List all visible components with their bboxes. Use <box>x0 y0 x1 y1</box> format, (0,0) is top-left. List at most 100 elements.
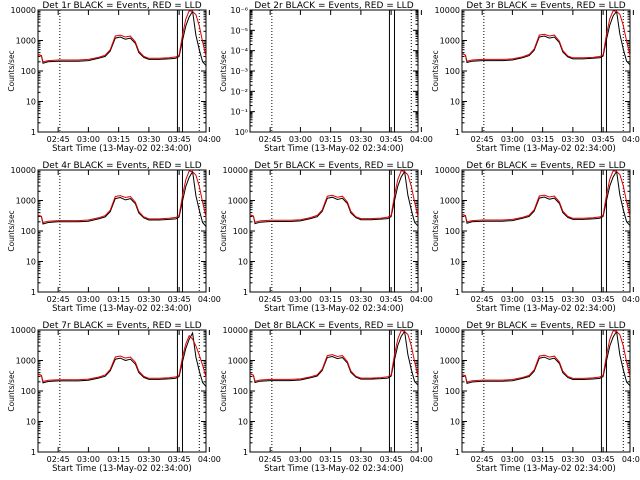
y-tick-label: 10000 <box>11 166 36 175</box>
panel-2: Det 2r BLACK = Events, RED = LLD 10⁰ 10⁻¹ 1… <box>219 1 433 154</box>
series-lld-line <box>37 10 207 63</box>
y-tick-label: 1000 <box>440 37 460 46</box>
x-tick-label: 03:15 <box>107 295 130 304</box>
y-tick-label: 1000 <box>16 357 36 366</box>
x-tick-label: 03:00 <box>77 135 100 144</box>
series-lld-line <box>461 170 631 223</box>
x-tick-label: 03:00 <box>77 455 100 464</box>
x-tick-label: 03:30 <box>349 135 372 144</box>
x-axis-label: Start Time (13-May-02 02:34:00) <box>476 144 616 154</box>
x-tick-label: 03:15 <box>107 455 130 464</box>
y-tick-label: 10 <box>450 258 460 267</box>
x-tick-label: 04:00 <box>622 135 640 144</box>
panel-title: Det 6r BLACK = Events, RED = LLD <box>466 161 625 171</box>
x-tick-label: 03:45 <box>380 135 403 144</box>
plot-frame <box>461 169 631 293</box>
y-tick-label: 10000 <box>223 166 248 175</box>
x-tick-label: 03:45 <box>592 135 615 144</box>
y-tick-label: 1000 <box>228 357 248 366</box>
x-tick-label: 03:30 <box>137 135 160 144</box>
panel-5: Det 5r BLACK = Events, RED = LLD 1 10 100 10… <box>219 161 433 314</box>
y-tick-label: 1 <box>455 128 460 137</box>
x-tick-label: 02:45 <box>47 455 70 464</box>
x-axis-label: Start Time (13-May-02 02:34:00) <box>476 304 616 314</box>
series-lld-line <box>249 170 419 223</box>
y-tick-label: 1000 <box>228 197 248 206</box>
x-tick-label: 03:45 <box>168 135 191 144</box>
series-events-line <box>37 9 207 66</box>
y-axis-label: Counts/sec <box>7 370 16 411</box>
x-tick-label: 03:45 <box>380 455 403 464</box>
y-tick-label: 10⁰ <box>235 128 248 137</box>
x-tick-label: 02:45 <box>259 455 282 464</box>
x-tick-label: 03:30 <box>561 295 584 304</box>
series-lld-line <box>37 334 207 383</box>
x-tick-label: 03:45 <box>168 295 191 304</box>
y-axis-label: Counts/sec <box>431 370 440 411</box>
x-tick-label: 03:30 <box>349 455 372 464</box>
y-tick-label: 10⁻² <box>230 87 248 96</box>
panel-8: Det 8r BLACK = Events, RED = LLD 1 10 100 10… <box>219 321 433 474</box>
x-tick-label: 03:30 <box>561 135 584 144</box>
x-axis-label: Start Time (13-May-02 02:34:00) <box>476 464 616 474</box>
x-tick-label: 03:30 <box>349 295 372 304</box>
x-tick-label: 03:15 <box>531 455 554 464</box>
y-tick-label: 10000 <box>435 166 460 175</box>
y-tick-label: 10⁻⁴ <box>230 47 248 56</box>
y-tick-label: 100 <box>445 387 460 396</box>
y-tick-label: 10 <box>26 258 36 267</box>
y-tick-label: 1 <box>243 288 248 297</box>
y-tick-label: 10000 <box>223 326 248 335</box>
panel-title: Det 2r BLACK = Events, RED = LLD <box>254 1 413 11</box>
x-tick-label: 02:45 <box>47 135 70 144</box>
y-tick-label: 10 <box>238 418 248 427</box>
panel-title: Det 1r BLACK = Events, RED = LLD <box>42 1 201 11</box>
y-axis-label: Counts/sec <box>219 210 228 251</box>
x-tick-label: 03:30 <box>137 455 160 464</box>
x-tick-label: 03:00 <box>289 135 312 144</box>
plot-frame <box>249 329 419 453</box>
y-axis-label: Counts/sec <box>431 50 440 91</box>
panel-1: Det 1r BLACK = Events, RED = LLD 1 10 100 10… <box>7 1 221 154</box>
series-events-line <box>461 10 631 66</box>
x-tick-label: 04:00 <box>410 455 433 464</box>
y-tick-label: 10⁻³ <box>230 67 248 76</box>
x-tick-label: 04:00 <box>410 295 433 304</box>
panel-title: Det 8r BLACK = Events, RED = LLD <box>254 321 413 331</box>
y-axis-label: Counts/sec <box>7 50 16 91</box>
x-tick-label: 02:45 <box>471 295 494 304</box>
x-tick-label: 03:15 <box>107 135 130 144</box>
series-events-line <box>461 330 631 387</box>
x-tick-label: 04:00 <box>198 455 221 464</box>
panel-title: Det 7r BLACK = Events, RED = LLD <box>42 321 201 331</box>
series-events-line <box>37 170 207 227</box>
series-events-line <box>461 169 631 226</box>
y-axis-label: Counts/sec <box>219 50 228 91</box>
panel-title: Det 9r BLACK = Events, RED = LLD <box>466 321 625 331</box>
y-tick-label: 10000 <box>11 6 36 15</box>
plot-frame <box>37 9 207 133</box>
series-events-line <box>249 170 419 227</box>
x-axis-label: Start Time (13-May-02 02:34:00) <box>52 464 192 474</box>
y-tick-label: 10 <box>238 258 248 267</box>
series-lld-line <box>37 170 207 224</box>
x-tick-label: 02:45 <box>259 135 282 144</box>
y-axis-label: Counts/sec <box>7 210 16 251</box>
panel-4: Det 4r BLACK = Events, RED = LLD 1 10 100 10… <box>7 161 221 314</box>
y-tick-label: 1 <box>31 288 36 297</box>
x-tick-label: 03:15 <box>319 455 342 464</box>
y-tick-label: 100 <box>445 67 460 76</box>
x-tick-label: 04:00 <box>198 135 221 144</box>
y-tick-label: 10⁻¹ <box>230 108 248 117</box>
x-axis-label: Start Time (13-May-02 02:34:00) <box>264 144 404 154</box>
y-tick-label: 1 <box>31 448 36 457</box>
y-axis-label: Counts/sec <box>431 210 440 251</box>
panel-6: Det 6r BLACK = Events, RED = LLD 1 10 100 10… <box>431 161 640 314</box>
y-tick-label: 10000 <box>435 6 460 15</box>
plot-frame <box>249 169 419 293</box>
panel-title: Det 4r BLACK = Events, RED = LLD <box>42 161 201 171</box>
x-tick-label: 03:30 <box>137 295 160 304</box>
plot-frame <box>461 329 631 453</box>
y-tick-label: 10000 <box>435 326 460 335</box>
